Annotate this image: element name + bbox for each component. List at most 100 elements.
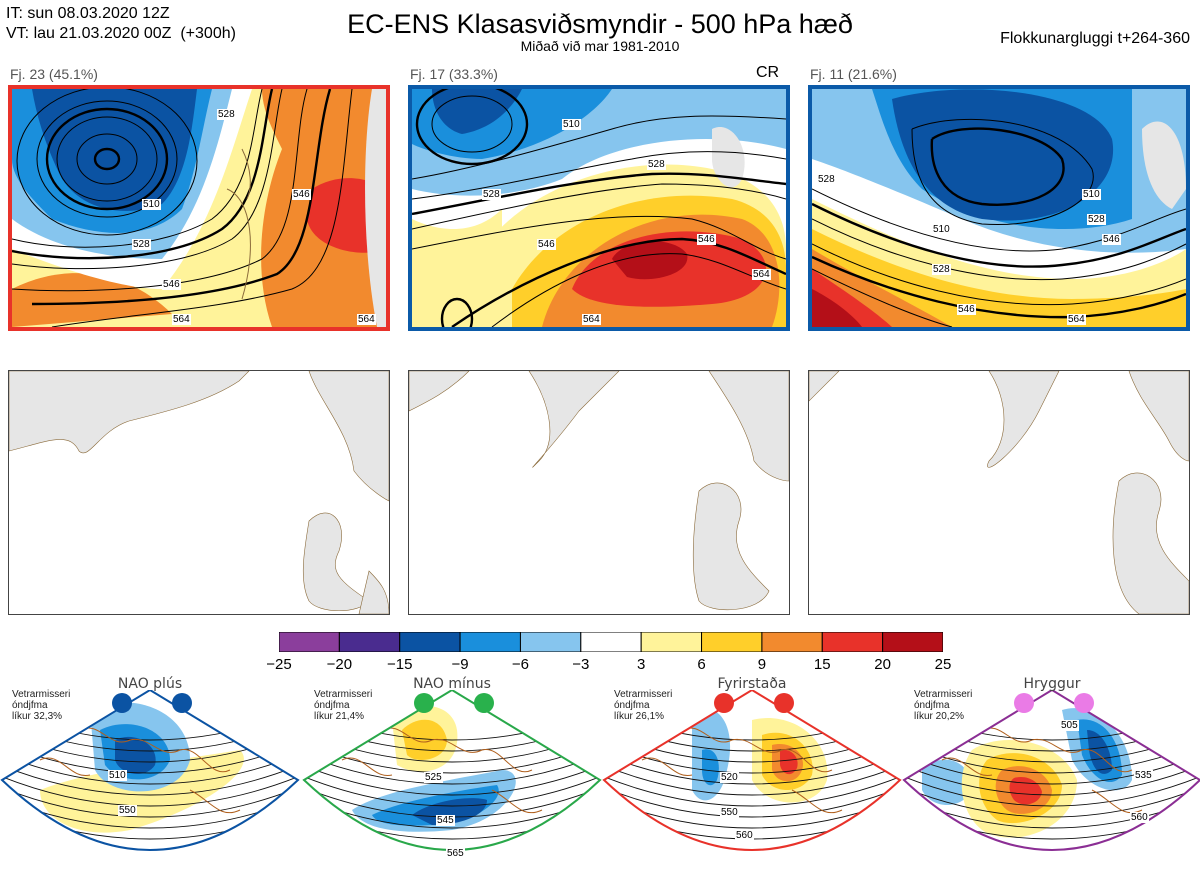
regime-marker-dot <box>714 693 734 713</box>
colorbar-tick-label: −3 <box>572 656 590 673</box>
colorbar-tick-label: 9 <box>757 656 767 673</box>
cluster-2-map: 510 528 528 546 546 564 564 <box>408 85 790 331</box>
contour-label: 564 <box>752 269 771 280</box>
contour-label: 528 <box>1087 214 1106 225</box>
regime-map: 520 550 560 <box>602 690 902 871</box>
colorbar-swatch <box>882 632 943 652</box>
regime-marker-dot <box>1074 693 1094 713</box>
regime-note-line: líkur 20,2% <box>914 711 965 722</box>
contour-label: 528 <box>647 159 666 170</box>
colorbar-tick-label: 15 <box>813 656 831 673</box>
colorbar-swatches <box>279 632 943 652</box>
contour-label: 510 <box>562 119 581 130</box>
regime-name: Hryggur <box>1023 676 1081 692</box>
contour-label: 546 <box>162 279 181 290</box>
colorbar-swatch <box>279 632 340 652</box>
contour-label: 525 <box>424 772 443 783</box>
colorbar-swatch <box>580 632 642 652</box>
contour-label: 564 <box>582 314 601 325</box>
contour-label: 546 <box>957 304 976 315</box>
contour-label: 564 <box>357 314 376 325</box>
colorbar-tick-label: 3 <box>637 656 646 673</box>
regime-note-line: óndjfma <box>914 700 950 711</box>
regime-note-line: líkur 26,1% <box>614 711 665 722</box>
cluster-1-label: Fj. 23 (45.1%) <box>10 66 98 82</box>
colorbar <box>279 632 943 652</box>
contour-label: 528 <box>132 239 151 250</box>
contour-label: 564 <box>172 314 191 325</box>
contour-label: 546 <box>292 189 311 200</box>
regime-probability-note: Vetrarmisseri óndjfma líkur 32,3% <box>12 689 70 722</box>
regime-map: 525 545 565 <box>302 690 602 871</box>
regime-note-line: óndjfma <box>614 700 650 711</box>
regime-probability-note: Vetrarmisseri óndjfma líkur 20,2% <box>914 689 972 722</box>
regime-map: 510 550 <box>0 690 300 871</box>
regime-note-line: Vetrarmisseri <box>12 689 71 700</box>
page-title: EC-ENS Klasasviðsmyndir - 500 hPa hæð <box>347 9 853 39</box>
contour-label: 505 <box>1060 720 1079 731</box>
colorbar-swatch <box>399 632 461 652</box>
regime-map: 505 535 560 <box>902 690 1200 871</box>
contour-label: 510 <box>108 770 127 781</box>
regime-marker-dot <box>474 693 494 713</box>
valid-time: VT: lau 21.03.2020 00Z (+300h) <box>6 25 236 42</box>
regime-probability-note: Vetrarmisseri óndjfma líkur 21,4% <box>314 689 372 722</box>
cluster-3-map: 510 510 528 528 546 546 564 528 <box>808 85 1190 331</box>
colorbar-tick-label: −20 <box>326 656 353 673</box>
contour-label: 528 <box>932 264 951 275</box>
regime-note-line: óndjfma <box>314 700 350 711</box>
contour-label: 550 <box>118 805 137 816</box>
contour-label: 560 <box>1130 812 1149 823</box>
cluster-1-map: 528 510 546 564 528 546 564 <box>8 85 390 331</box>
contour-label: 546 <box>1102 234 1121 245</box>
colorbar-tick-label: 25 <box>934 656 952 673</box>
contour-label: 560 <box>735 830 754 841</box>
contour-label: 546 <box>697 234 716 245</box>
colorbar-tick-label: −25 <box>266 656 292 673</box>
colorbar-tick-label: 20 <box>874 656 891 673</box>
colorbar-swatch <box>821 632 884 652</box>
classification-window: Flokkunargluggi t+264-360 <box>1000 30 1190 47</box>
regime-marker-dot <box>414 693 434 713</box>
colorbar-tick-label: −9 <box>451 656 469 673</box>
colorbar-tick-label: −15 <box>386 656 413 673</box>
cluster-3-label: Fj. 11 (21.6%) <box>810 66 897 82</box>
regime-name: NAO mínus <box>413 676 491 692</box>
control-run-tag: CR <box>756 64 780 81</box>
regime-name: NAO plús <box>117 676 183 692</box>
contour-label: 546 <box>537 239 556 250</box>
contour-label: 510 <box>1082 189 1101 200</box>
colorbar-tick-label: −6 <box>511 656 529 673</box>
colorbar-swatch <box>701 632 763 652</box>
colorbar-swatch <box>338 632 401 652</box>
contour-label: 528 <box>817 174 836 185</box>
colorbar-swatch <box>640 632 703 652</box>
regime-note-line: Vetrarmisseri <box>614 689 673 700</box>
empty-map-3 <box>808 370 1190 615</box>
contour-label: 528 <box>482 189 501 200</box>
regime-note-line: líkur 21,4% <box>314 711 365 722</box>
colorbar-swatch <box>459 632 521 652</box>
regime-marker-dot <box>112 693 132 713</box>
regime-probability-note: Vetrarmisseri óndjfma líkur 26,1% <box>614 689 672 722</box>
regime-note-line: líkur 32,3% <box>12 711 63 722</box>
regime-name: Fyrirstaða <box>717 676 787 692</box>
contour-label: 528 <box>217 109 236 120</box>
empty-map-1 <box>8 370 390 615</box>
init-time: IT: sun 08.03.2020 12Z <box>6 5 170 22</box>
cluster-2-label: Fj. 17 (33.3%) <box>410 66 498 82</box>
contour-label: 545 <box>436 815 455 826</box>
regime-marker-dot <box>774 693 794 713</box>
colorbar-swatch <box>519 632 582 652</box>
contour-label: 564 <box>1067 314 1086 325</box>
colorbar-swatch <box>761 632 823 652</box>
page-subtitle: Miðað við mar 1981-2010 <box>520 38 680 54</box>
contour-label: 535 <box>1134 770 1153 781</box>
regime-marker-dot <box>1014 693 1034 713</box>
empty-map-2 <box>408 370 790 615</box>
regime-marker-dot <box>172 693 192 713</box>
contour-label: 520 <box>720 772 739 783</box>
regime-note-line: óndjfma <box>12 700 48 711</box>
regime-note-line: Vetrarmisseri <box>914 689 973 700</box>
colorbar-tick-label: 6 <box>697 656 706 673</box>
